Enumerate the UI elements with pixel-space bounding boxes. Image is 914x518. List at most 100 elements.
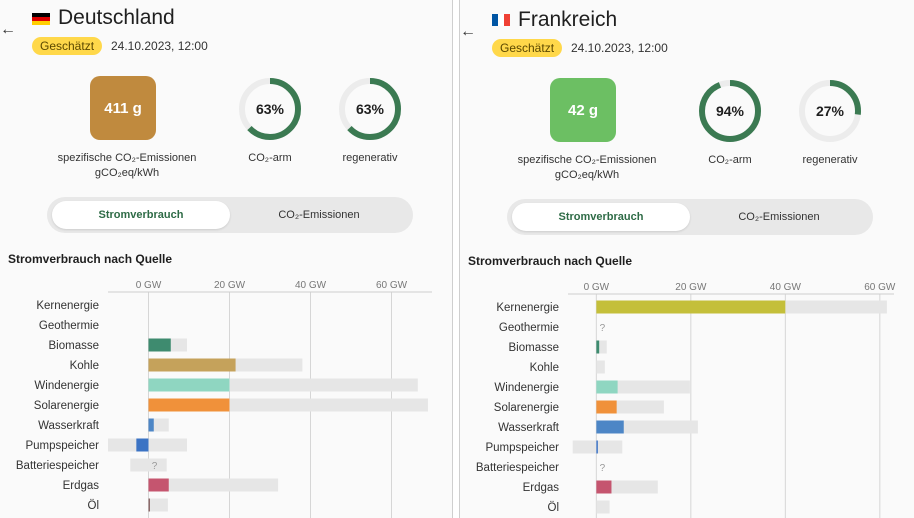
chart-svg: 0 GW 20 GW 40 GW 60 GW Kernenergie Geothermie…	[16, 280, 432, 518]
gauge-ring	[799, 80, 861, 142]
unknown-value-mark: ?	[600, 323, 606, 334]
axis-tick-label: 20 GW	[675, 282, 707, 293]
source-label: Kernenergie	[496, 302, 559, 314]
carbon-intensity-value: 42 g	[567, 101, 598, 119]
production-bar	[596, 340, 600, 354]
section-title: Stromverbrauch nach Quelle	[468, 254, 633, 268]
low-carbon-value: 94%	[715, 103, 745, 119]
axis-tick-label: 0 GW	[136, 280, 162, 291]
tab-consumption[interactable]: Stromverbrauch	[52, 201, 230, 229]
gauge-ring	[239, 78, 301, 140]
carbon-intensity-label: spezifische CO₂-Emissionen gCO₂eq/kWh	[22, 151, 232, 181]
panel-divider	[452, 0, 460, 518]
axis-tick-label: 20 GW	[214, 280, 246, 291]
gauge-fill	[239, 78, 301, 140]
production-bar	[148, 398, 230, 412]
chart-svg: 0 GW 20 GW 40 GW 60 GW Kernenergie Geothermie…	[476, 282, 896, 518]
renewable-label: regenerativ	[802, 154, 858, 166]
germany-flag-icon	[32, 13, 50, 25]
axis-tick-label: 40 GW	[770, 282, 802, 293]
datetime-label: 24.10.2023, 12:00	[111, 39, 208, 53]
estimated-badge: Geschätzt	[492, 39, 563, 57]
source-label: Biomasse	[49, 340, 100, 352]
back-arrow-icon[interactable]: ←	[460, 23, 476, 40]
production-bar	[596, 420, 624, 434]
source-label: Solarenergie	[34, 400, 99, 412]
production-bar	[148, 418, 154, 432]
source-label: Erdgas	[523, 482, 560, 494]
production-bar	[596, 440, 598, 454]
production-bar	[596, 400, 617, 414]
country-title: Deutschland	[58, 6, 175, 29]
flag-stripe	[32, 17, 50, 21]
renewable-value: 27%	[815, 103, 845, 119]
flag-stripe	[32, 13, 50, 17]
flag-stripe	[498, 14, 504, 26]
capacity-bar	[596, 340, 607, 354]
carbon-intensity-unit: gCO₂eq/kWh	[554, 169, 620, 181]
source-label: Kernenergie	[36, 300, 99, 312]
production-bar	[596, 380, 618, 394]
unknown-value-mark: ?	[152, 461, 158, 472]
tab-emissions[interactable]: CO₂-Emissionen	[738, 211, 820, 223]
tab-consumption[interactable]: Stromverbrauch	[512, 203, 690, 231]
capacity-bar	[596, 360, 605, 374]
tab-emissions[interactable]: CO₂-Emissionen	[278, 209, 360, 221]
source-label: Öl	[88, 500, 100, 512]
back-arrow-icon[interactable]: ←	[0, 21, 16, 38]
flag-stripe	[32, 21, 50, 25]
low-carbon-gauge: 94%	[697, 78, 763, 144]
source-label: Solarenergie	[494, 402, 559, 414]
low-carbon-label: CO₂-arm	[708, 154, 752, 166]
capacity-bar	[148, 478, 279, 492]
source-label: Pumpspeicher	[485, 442, 559, 454]
gauge-ring	[699, 80, 761, 142]
consumption-emissions-toggle: Stromverbrauch CO₂-Emissionen	[507, 199, 873, 235]
axis-tick-label: 0 GW	[584, 282, 610, 293]
source-label: Kohle	[70, 360, 99, 372]
gauge-fill	[339, 78, 401, 140]
source-label: Erdgas	[63, 480, 100, 492]
low-carbon-label: CO₂-arm	[248, 152, 292, 164]
source-label: Windenergie	[34, 380, 99, 392]
axis-tick-label: 60 GW	[864, 282, 896, 293]
carbon-intensity-unit: gCO₂eq/kWh	[94, 167, 160, 179]
renewable-gauge: 63%	[337, 76, 403, 142]
production-bar	[148, 378, 230, 392]
source-label: Geothermie	[39, 320, 99, 332]
capacity-bar	[596, 500, 610, 514]
production-bar	[148, 478, 169, 492]
carbon-intensity-label-line1: spezifische CO₂-Emissionen	[517, 154, 657, 166]
carbon-intensity-box: 42 g	[550, 78, 616, 142]
unknown-value-mark: ?	[600, 463, 606, 474]
capacity-bar	[148, 498, 168, 512]
source-label: Geothermie	[499, 322, 559, 334]
source-label: Pumpspeicher	[25, 440, 99, 452]
carbon-intensity-label-line1: spezifische CO₂-Emissionen	[57, 152, 197, 164]
production-bar	[596, 300, 786, 314]
source-label: Kohle	[530, 362, 559, 374]
source-label: Batteriespeicher	[476, 462, 559, 474]
source-breakdown-chart: 0 GW 20 GW 40 GW 60 GW Kernenergie Geothermie…	[460, 276, 914, 518]
production-bar	[148, 498, 150, 512]
flag-stripe	[504, 14, 510, 26]
source-label: Windenergie	[494, 382, 559, 394]
renewable-label: regenerativ	[342, 152, 398, 164]
flag-stripe	[492, 14, 498, 26]
carbon-intensity-value: 411 g	[104, 99, 142, 117]
datetime-label: 24.10.2023, 12:00	[571, 41, 668, 55]
france-flag-icon	[492, 14, 510, 26]
estimated-badge: Geschätzt	[32, 37, 103, 55]
gauge-fill	[799, 80, 861, 142]
production-bar	[148, 338, 171, 352]
capacity-bar	[596, 480, 658, 494]
axis-tick-label: 60 GW	[376, 280, 408, 291]
renewable-gauge: 27%	[797, 78, 863, 144]
zone-panel-germany: ← Deutschland Geschätzt 24.10.2023, 12:0…	[0, 0, 452, 518]
source-label: Öl	[548, 502, 560, 514]
source-breakdown-chart: 0 GW 20 GW 40 GW 60 GW Kernenergie Geothermie…	[0, 274, 452, 518]
source-label: Wasserkraft	[38, 420, 100, 432]
capacity-bar	[596, 380, 690, 394]
gauge-ring	[339, 78, 401, 140]
source-label: Biomasse	[509, 342, 560, 354]
